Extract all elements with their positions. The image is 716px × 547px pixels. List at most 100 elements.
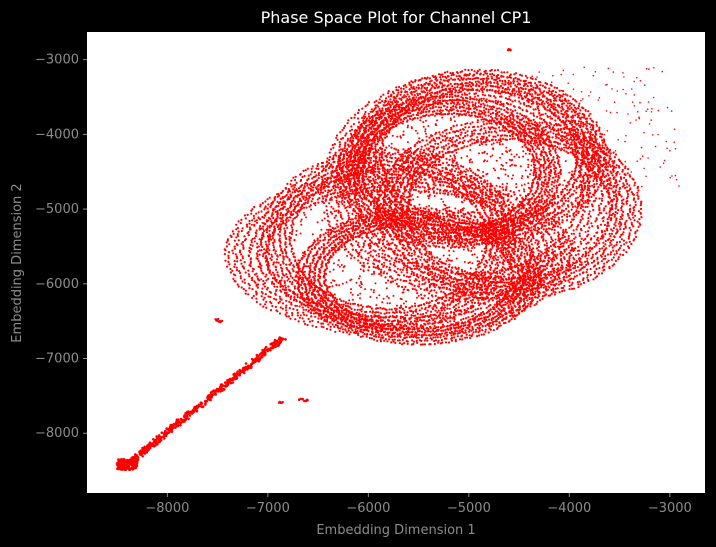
data-point <box>378 253 380 255</box>
data-point <box>427 170 429 172</box>
data-point <box>467 85 469 87</box>
data-point <box>465 190 467 192</box>
data-point <box>563 249 565 251</box>
data-point <box>291 226 293 228</box>
data-point <box>375 100 377 102</box>
data-point <box>513 191 515 193</box>
data-point <box>581 156 583 158</box>
data-point <box>306 324 308 326</box>
data-point <box>226 241 228 243</box>
data-point <box>585 247 587 249</box>
data-point <box>502 186 504 188</box>
data-point <box>424 332 426 334</box>
data-point <box>472 310 474 312</box>
data-point <box>527 98 529 100</box>
data-point <box>571 111 573 113</box>
data-point <box>549 212 551 214</box>
data-point <box>503 84 505 86</box>
data-point <box>534 229 536 231</box>
data-point <box>409 279 411 281</box>
data-point <box>575 254 577 256</box>
data-point <box>582 197 584 199</box>
data-point <box>324 178 326 180</box>
data-point <box>362 246 364 248</box>
data-point <box>577 177 579 179</box>
data-point <box>387 92 389 94</box>
data-point <box>423 83 425 85</box>
data-point <box>340 138 342 140</box>
data-point <box>430 87 432 89</box>
data-point <box>560 113 562 115</box>
data-point <box>490 82 492 84</box>
data-point <box>599 150 601 152</box>
data-point <box>465 317 467 319</box>
data-point <box>410 321 412 323</box>
data-point <box>236 257 238 259</box>
data-point <box>587 177 589 179</box>
data-point <box>447 81 449 83</box>
data-point <box>248 220 250 222</box>
data-point <box>400 279 402 281</box>
data-point <box>351 129 353 131</box>
data-point <box>534 82 536 84</box>
data-point <box>233 233 235 235</box>
data-point <box>394 265 396 267</box>
data-point <box>465 88 467 90</box>
data-point <box>373 273 375 275</box>
data-point <box>477 308 479 310</box>
data-point <box>510 195 512 197</box>
data-point <box>605 205 607 207</box>
data-point <box>557 267 559 269</box>
data-point <box>451 74 453 76</box>
data-point <box>308 187 310 189</box>
data-point <box>528 82 530 84</box>
data-point <box>546 91 548 93</box>
data-point <box>477 95 479 97</box>
data-point <box>567 102 569 104</box>
data-point <box>434 87 436 89</box>
data-point <box>347 215 349 217</box>
data-point <box>478 325 480 327</box>
data-point <box>252 245 254 247</box>
data-point <box>328 221 330 223</box>
data-point <box>509 190 511 192</box>
data-point <box>538 81 540 83</box>
data-point <box>508 89 510 91</box>
data-point <box>580 165 582 167</box>
data-point <box>419 79 421 81</box>
data-point <box>525 75 527 77</box>
data-point <box>363 262 365 264</box>
data-point <box>395 89 397 91</box>
data-point <box>504 91 506 93</box>
data-point <box>572 109 574 111</box>
data-point <box>358 109 360 111</box>
data-point <box>515 77 517 79</box>
data-point <box>594 200 596 202</box>
data-point <box>548 214 550 216</box>
data-point <box>475 268 477 270</box>
data-point <box>256 276 258 278</box>
data-point <box>259 205 261 207</box>
data-point <box>253 225 255 227</box>
data-point <box>367 269 369 271</box>
data-point <box>236 260 238 262</box>
data-point <box>256 246 258 248</box>
data-point <box>597 225 599 227</box>
data-point <box>374 146 376 148</box>
data-point <box>537 227 539 229</box>
data-point <box>330 193 332 195</box>
data-point <box>506 71 508 73</box>
data-point <box>382 140 384 142</box>
data-point <box>582 209 584 211</box>
data-point <box>558 239 560 241</box>
data-point <box>554 87 556 89</box>
data-point <box>371 233 373 235</box>
data-point <box>404 286 406 288</box>
data-point <box>333 326 335 328</box>
data-point <box>454 79 456 81</box>
data-point <box>308 206 310 208</box>
data-point <box>367 262 369 264</box>
data-point <box>401 286 403 288</box>
data-point <box>422 91 424 93</box>
data-point <box>559 119 561 121</box>
